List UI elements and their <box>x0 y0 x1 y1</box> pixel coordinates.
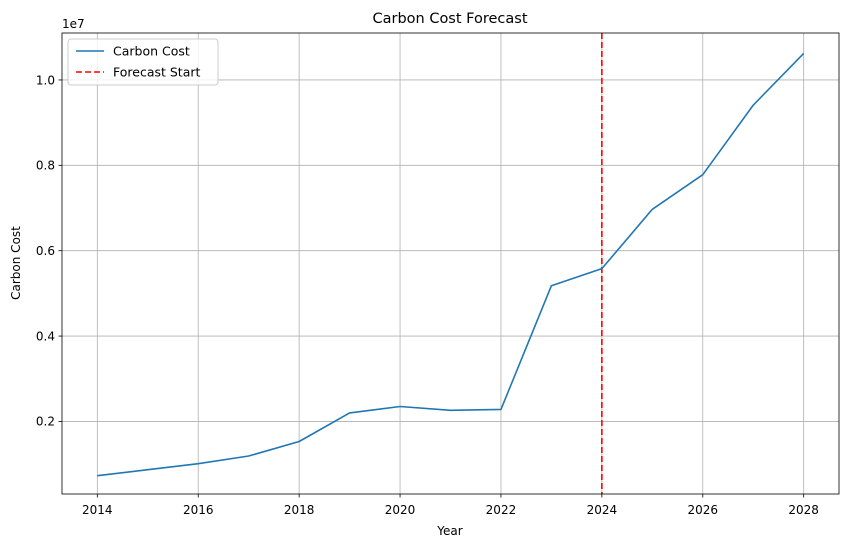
legend-label-carbon-cost: Carbon Cost <box>113 44 190 59</box>
x-tick-label: 2028 <box>788 503 819 517</box>
y-tick-label: 0.6 <box>36 244 55 258</box>
x-tick-label: 2018 <box>284 503 315 517</box>
legend-box <box>67 38 219 86</box>
series-layer <box>97 52 805 477</box>
x-axis-label: Year <box>436 524 462 538</box>
x-tick-label: 2022 <box>486 503 517 517</box>
chart-title: Carbon Cost Forecast <box>372 11 527 27</box>
x-tick-label: 2024 <box>587 503 618 517</box>
x-tick-label: 2026 <box>687 503 718 517</box>
x-tick-label: 2014 <box>82 503 113 517</box>
y-tick-label: 0.8 <box>36 159 55 173</box>
grid <box>62 33 839 494</box>
plot-frame <box>61 32 840 495</box>
y-offset-label: 1e7 <box>62 17 85 31</box>
legend-label-forecast-start: Forecast Start <box>113 65 201 80</box>
y-tick-label: 0.2 <box>36 415 55 429</box>
x-tick-label: 2020 <box>385 503 416 517</box>
y-tick-label: 0.4 <box>36 329 55 343</box>
y-tick-label: 1.0 <box>36 73 55 87</box>
y-axis-label: Carbon Cost <box>9 226 23 300</box>
x-tick-label: 2016 <box>183 503 214 517</box>
legend: Carbon Cost Forecast Start <box>67 38 219 86</box>
ticks: 2014 2016 2018 2020 2022 2024 2026 2028 0.2 0.4 0.… <box>36 73 819 517</box>
